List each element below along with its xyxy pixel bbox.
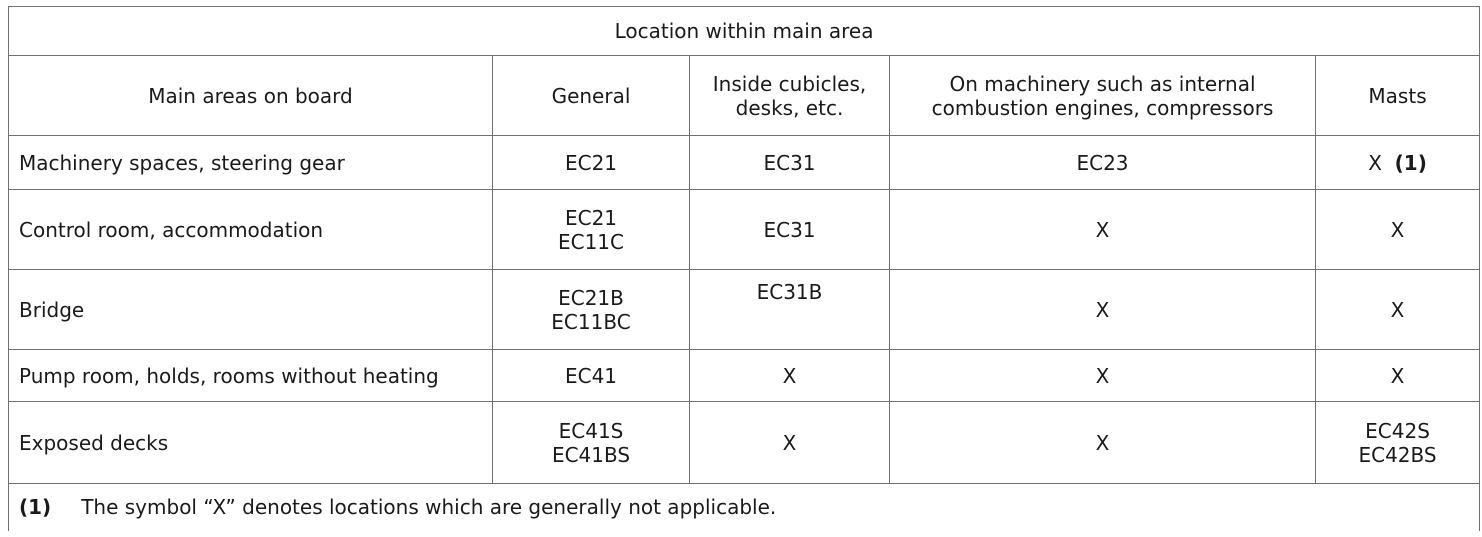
cell-masts: X — [1314, 189, 1481, 270]
cell-masts: EC42S EC42BS — [1314, 401, 1481, 484]
table-row: Bridge EC21B EC11BC EC31B X X — [8, 269, 1481, 350]
footnote-row: (1) The symbol “X” denotes locations whic… — [7, 483, 1481, 531]
cell-general-line2: EC11C — [557, 229, 624, 254]
cell-general: EC41 — [492, 349, 690, 402]
header-on-machinery-line2: combustion engines, compressors — [931, 95, 1274, 120]
header-masts: Masts — [1314, 55, 1481, 136]
cell-general-line1: EC21B — [558, 285, 624, 310]
table-row: Pump room, holds, rooms without heating … — [8, 349, 1481, 402]
cell-machinery: X — [889, 269, 1316, 350]
cell-machinery: EC23 — [889, 135, 1316, 190]
cell-masts: X — [1314, 349, 1481, 402]
header-on-machinery: On machinery such as internal combustion… — [889, 55, 1316, 136]
cell-area: Machinery spaces, steering gear — [8, 135, 493, 190]
cell-general-line1: EC21 — [564, 205, 618, 230]
cell-general: EC21 — [492, 135, 690, 190]
cell-general-line2: EC11BC — [551, 309, 631, 334]
cell-general-line2: EC41BS — [551, 442, 631, 467]
header-inside-cubicles-line2: desks, etc. — [735, 95, 844, 120]
cell-machinery: X — [889, 189, 1316, 270]
cell-masts: X (1) — [1314, 135, 1481, 190]
footnote: (1) The symbol “X” denotes locations whic… — [7, 483, 1481, 531]
table-row: Control room, accommodation EC21 EC11C E… — [8, 189, 1481, 270]
table-row: Exposed decks EC41S EC41BS X X EC42S EC4… — [8, 401, 1481, 484]
header-main-areas: Main areas on board — [8, 55, 493, 136]
cell-general-line1: EC41S — [558, 418, 624, 443]
cell-area: Bridge — [8, 269, 493, 350]
cell-area: Exposed decks — [8, 401, 493, 484]
footnote-ref: (1) — [1394, 150, 1427, 175]
footnote-text: The symbol “X” denotes locations which a… — [81, 495, 777, 519]
header-general: General — [492, 55, 690, 136]
location-table: Location within main area Main areas on … — [7, 6, 1481, 531]
cell-machinery: X — [889, 401, 1316, 484]
cell-area: Control room, accommodation — [8, 189, 493, 270]
cell-area: Pump room, holds, rooms without heating — [8, 349, 493, 402]
cell-cubicles: X — [689, 349, 890, 402]
cell-cubicles: EC31 — [689, 135, 890, 190]
table-row: Machinery spaces, steering gear EC21 EC3… — [8, 135, 1481, 190]
cell-masts-line2: EC42BS — [1358, 442, 1437, 467]
cell-masts: X — [1314, 269, 1481, 350]
table-caption: Location within main area — [7, 6, 1481, 56]
cell-general: EC41S EC41BS — [492, 401, 690, 484]
header-on-machinery-line1: On machinery such as internal — [949, 71, 1256, 96]
cell-cubicles: EC31 — [689, 189, 890, 270]
cell-masts-line1: EC42S — [1365, 418, 1430, 443]
footnote-marker: (1) — [19, 495, 52, 519]
header-inside-cubicles: Inside cubicles, desks, etc. — [689, 55, 890, 136]
cell-masts-value: X — [1368, 150, 1382, 175]
cell-machinery: X — [889, 349, 1316, 402]
header-inside-cubicles-line1: Inside cubicles, — [712, 71, 867, 96]
cell-cubicles: X — [689, 401, 890, 484]
cell-cubicles: EC31B — [689, 269, 890, 350]
cell-general: EC21B EC11BC — [492, 269, 690, 350]
cell-general: EC21 EC11C — [492, 189, 690, 270]
